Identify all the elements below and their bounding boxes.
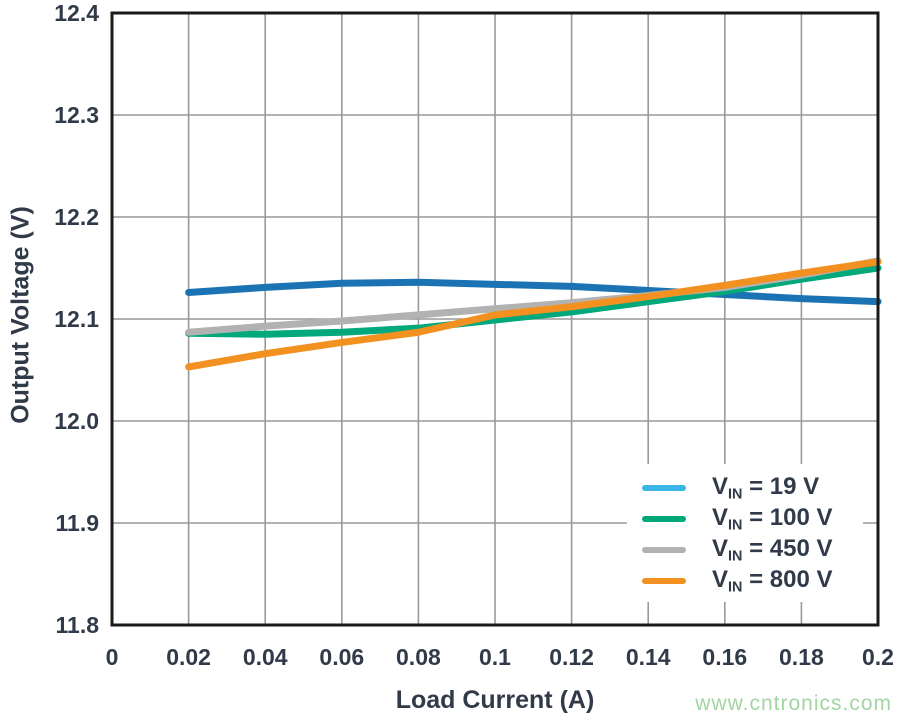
x-tick-label: 0.14 (626, 644, 671, 670)
x-tick-label: 0.18 (779, 644, 824, 670)
legend-label-vin-800: VIN = 800 V (712, 565, 833, 596)
legend-label-vin-19: VIN = 19 V (712, 472, 820, 503)
legend-item-vin-450: VIN = 450 V (627, 534, 863, 565)
x-tick-label: 0.16 (702, 644, 747, 670)
legend-swatch-vin-450 (642, 546, 686, 553)
y-tick-label: 11.9 (56, 510, 100, 536)
plot-border (110, 11, 880, 627)
y-tick-label: 12.2 (54, 204, 99, 230)
legend-item-vin-19: VIN = 19 V (627, 472, 863, 503)
legend-label-vin-100: VIN = 100 V (712, 503, 833, 534)
y-tick-label: 12.0 (54, 408, 99, 434)
watermark: www.cntronics.com (695, 692, 892, 715)
x-tick-label: 0.2 (862, 644, 894, 670)
legend: VIN = 19 V VIN = 100 V VIN = 450 V VIN =… (627, 464, 863, 602)
series-line-vin-100 (185, 264, 882, 338)
y-tick-label: 11.8 (56, 612, 100, 638)
legend-item-vin-100: VIN = 100 V (627, 503, 863, 534)
series-line-vin-800 (185, 258, 882, 371)
legend-label-vin-450: VIN = 450 V (712, 534, 833, 565)
x-tick-label: 0 (106, 644, 119, 670)
y-tick-label: 12.3 (54, 102, 99, 128)
x-tick-label: 0.02 (166, 644, 211, 670)
x-axis-title: Load Current (A) (395, 686, 595, 714)
legend-swatch-vin-100 (642, 515, 686, 522)
legend-swatch-vin-19 (642, 484, 686, 491)
x-tick-label: 0.08 (396, 644, 441, 670)
series-line-vin-19 (185, 278, 882, 306)
y-axis-title: Output Voltage (V) (6, 206, 35, 424)
y-tick-label: 12.4 (54, 0, 99, 26)
y-tick-label: 12.1 (54, 306, 99, 332)
legend-item-vin-800: VIN = 800 V (627, 565, 863, 596)
legend-swatch-vin-800 (642, 577, 686, 584)
x-tick-label: 0.12 (549, 644, 594, 670)
x-tick-label: 0.04 (243, 644, 288, 670)
x-tick-label: 0.1 (479, 644, 511, 670)
x-tick-label: 0.06 (319, 644, 364, 670)
